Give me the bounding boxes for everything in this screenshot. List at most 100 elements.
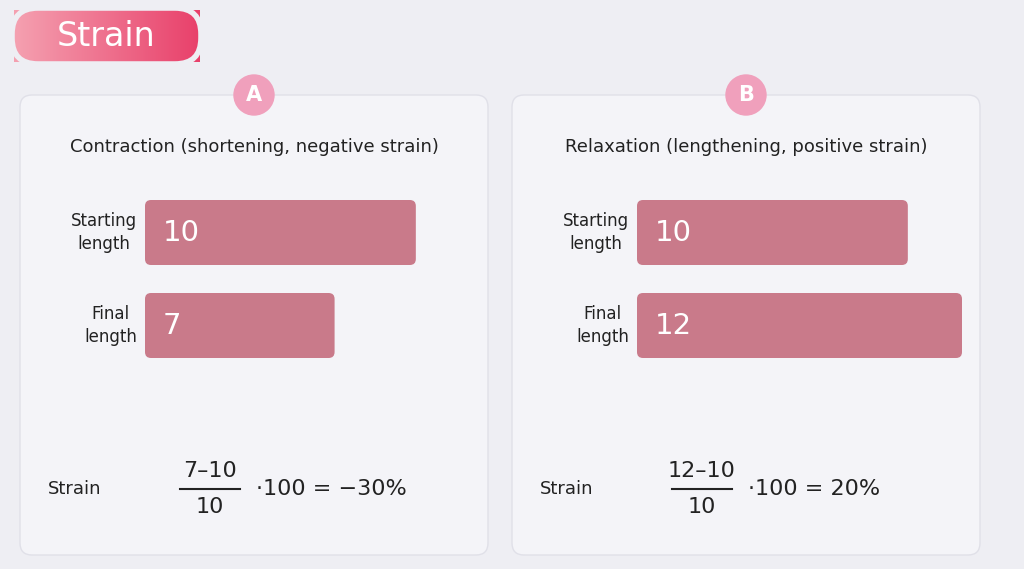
Bar: [138, 10, 140, 62]
Bar: [53, 10, 54, 62]
Bar: [184, 10, 186, 62]
Bar: [181, 10, 183, 62]
Bar: [156, 10, 158, 62]
Bar: [102, 10, 104, 62]
Bar: [112, 10, 114, 62]
Bar: [76, 10, 78, 62]
FancyBboxPatch shape: [20, 95, 488, 555]
Bar: [38, 10, 40, 62]
Bar: [108, 10, 110, 62]
Bar: [193, 10, 195, 62]
Bar: [42, 10, 44, 62]
Bar: [32, 10, 34, 62]
Bar: [101, 10, 102, 62]
Text: 7: 7: [163, 311, 181, 340]
Bar: [140, 10, 142, 62]
Bar: [151, 10, 153, 62]
Bar: [75, 10, 77, 62]
Bar: [169, 10, 171, 62]
Bar: [35, 10, 36, 62]
Bar: [122, 10, 124, 62]
Bar: [54, 10, 55, 62]
Bar: [82, 10, 83, 62]
Bar: [19, 10, 22, 62]
Bar: [197, 10, 199, 62]
Bar: [154, 10, 156, 62]
Bar: [113, 10, 115, 62]
Bar: [87, 10, 89, 62]
Text: Contraction (shortening, negative strain): Contraction (shortening, negative strain…: [70, 138, 438, 156]
Bar: [143, 10, 145, 62]
Bar: [15, 10, 16, 62]
Bar: [119, 10, 121, 62]
Bar: [160, 10, 162, 62]
Text: 10: 10: [688, 497, 716, 517]
Bar: [88, 10, 90, 62]
Bar: [17, 10, 19, 62]
Bar: [183, 10, 185, 62]
Bar: [165, 10, 167, 62]
Bar: [77, 10, 79, 62]
Bar: [45, 10, 47, 62]
Bar: [54, 10, 56, 62]
Bar: [153, 10, 155, 62]
Bar: [172, 10, 174, 62]
Bar: [182, 10, 184, 62]
Bar: [178, 10, 179, 62]
Bar: [111, 10, 112, 62]
Bar: [20, 10, 23, 62]
Bar: [116, 10, 118, 62]
Text: 12–10: 12–10: [668, 461, 736, 481]
FancyBboxPatch shape: [512, 95, 980, 555]
Bar: [198, 10, 200, 62]
Bar: [95, 10, 97, 62]
Bar: [63, 10, 66, 62]
Bar: [159, 10, 160, 62]
Bar: [39, 10, 41, 62]
Bar: [141, 10, 143, 62]
Bar: [195, 10, 197, 62]
Bar: [22, 10, 24, 62]
Bar: [189, 10, 191, 62]
Bar: [85, 10, 87, 62]
Bar: [60, 10, 62, 62]
Bar: [110, 10, 112, 62]
Bar: [98, 10, 100, 62]
Bar: [129, 10, 131, 62]
Bar: [84, 10, 86, 62]
Bar: [171, 10, 173, 62]
Bar: [180, 10, 182, 62]
Bar: [26, 10, 27, 62]
Bar: [191, 10, 194, 62]
Bar: [127, 10, 129, 62]
Bar: [67, 10, 69, 62]
Bar: [65, 10, 67, 62]
Bar: [81, 10, 83, 62]
Circle shape: [234, 75, 274, 115]
Bar: [47, 10, 49, 62]
Bar: [89, 10, 91, 62]
Bar: [148, 10, 151, 62]
Bar: [128, 10, 130, 62]
Bar: [14, 10, 16, 62]
Bar: [103, 10, 105, 62]
Bar: [150, 10, 151, 62]
Bar: [176, 10, 178, 62]
Bar: [49, 10, 51, 62]
Bar: [41, 10, 43, 62]
Text: 12: 12: [655, 311, 692, 340]
Bar: [145, 10, 147, 62]
Bar: [91, 10, 93, 62]
Bar: [106, 10, 109, 62]
FancyBboxPatch shape: [637, 200, 908, 265]
Bar: [24, 10, 26, 62]
Bar: [44, 10, 45, 62]
Bar: [136, 10, 138, 62]
Bar: [164, 10, 166, 62]
Bar: [178, 10, 180, 62]
Bar: [169, 10, 170, 62]
Bar: [73, 10, 74, 62]
Bar: [40, 10, 42, 62]
Bar: [194, 10, 196, 62]
Bar: [35, 10, 37, 62]
